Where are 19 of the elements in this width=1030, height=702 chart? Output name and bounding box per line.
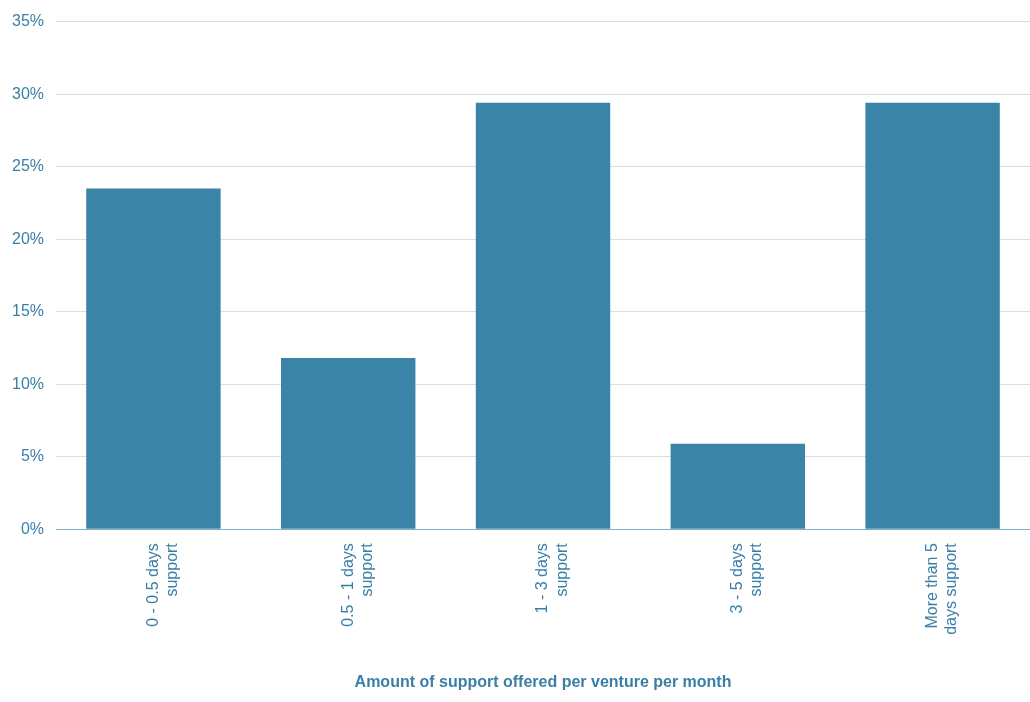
x-tick-label: 3 - 5 days support	[728, 542, 765, 614]
y-tick-label: 5%	[20, 447, 45, 465]
x-tick-label: 0.5 - 1 days support	[338, 542, 375, 627]
x-tick-label: 0 - 0.5 days support	[143, 542, 181, 627]
y-tick-label: 0%	[20, 519, 45, 537]
y-tick-label: 30%	[11, 84, 45, 102]
bar	[865, 102, 1000, 529]
bar	[475, 102, 611, 529]
bar	[670, 443, 806, 529]
y-tick-label: 20%	[11, 229, 45, 247]
y-tick-label: 35%	[11, 12, 45, 30]
y-tick-label: 10%	[11, 374, 45, 392]
x-tick-label: More than 5 days support	[923, 542, 960, 635]
x-tick-label: 1 - 3 days support	[533, 542, 570, 614]
y-tick-label: 15%	[11, 302, 45, 320]
bar	[281, 358, 416, 529]
bar	[86, 188, 221, 529]
x-axis-title: Amount of support offered per venture per month	[354, 672, 732, 690]
y-tick-label: 25%	[11, 157, 45, 175]
